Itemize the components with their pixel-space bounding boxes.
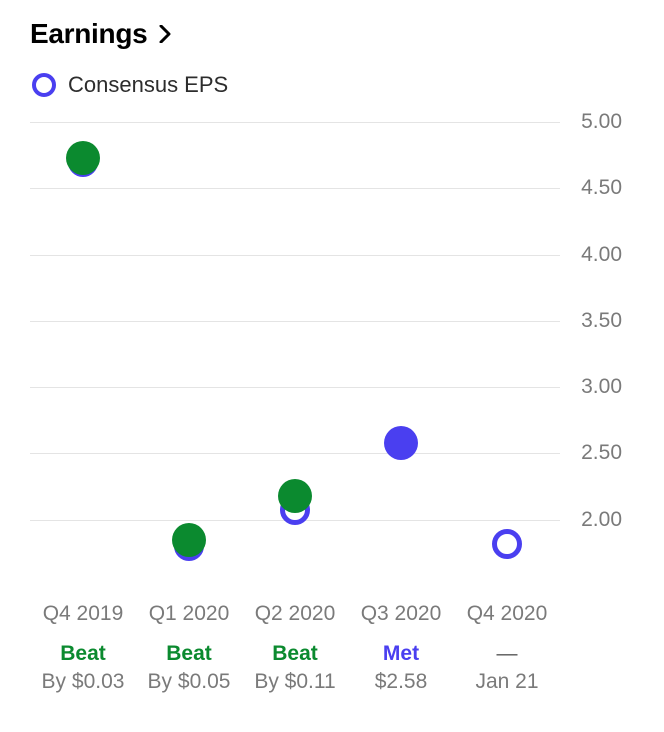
y-tick-label: 4.00 [581,243,622,267]
actual-point [172,523,206,557]
period-label: Q4 2019 [30,602,136,626]
gridline [30,453,560,454]
period-label: Q3 2020 [348,602,454,626]
gridline [30,387,560,388]
y-tick-label: 5.00 [581,110,622,134]
period-label: Q1 2020 [136,602,242,626]
status-detail: By $0.03 [30,670,136,694]
x-axis-column: Q4 2019 Beat By $0.03 [30,602,136,694]
actual-point [384,426,418,460]
gridline [30,188,560,189]
status-label: Beat [242,642,348,666]
legend-label: Consensus EPS [68,72,228,98]
earnings-header[interactable]: Earnings [30,18,634,50]
y-tick-label: 2.00 [581,508,622,532]
status-detail: By $0.05 [136,670,242,694]
status-label: Beat [136,642,242,666]
x-axis-column: Q3 2020 Met $2.58 [348,602,454,694]
gridline [30,255,560,256]
period-label: Q2 2020 [242,602,348,626]
actual-point [278,479,312,513]
chevron-right-icon [159,25,171,43]
gridline [30,122,560,123]
period-label: Q4 2020 [454,602,560,626]
y-tick-label: 4.50 [581,176,622,200]
status-detail: $2.58 [348,670,454,694]
y-tick-label: 3.00 [581,375,622,399]
consensus-point [492,529,522,559]
legend-marker-icon [32,73,56,97]
earnings-chart: Q4 2019BeatBy $0.03Q1 2020BeatBy $0.05Q2… [30,122,634,586]
actual-point [66,141,100,175]
x-axis-column: Q4 2020 — Jan 21 [454,602,560,694]
status-label: — [454,642,560,666]
status-detail: By $0.11 [242,670,348,694]
x-axis-column: Q1 2020 Beat By $0.05 [136,602,242,694]
legend: Consensus EPS [30,72,634,98]
status-label: Met [348,642,454,666]
status-detail: Jan 21 [454,670,560,694]
section-title: Earnings [30,18,147,50]
y-tick-label: 2.50 [581,441,622,465]
gridline [30,321,560,322]
x-axis-labels: Q4 2019BeatBy $0.03Q1 2020BeatBy $0.05Q2… [30,602,560,694]
status-label: Beat [30,642,136,666]
y-tick-label: 3.50 [581,309,622,333]
x-axis-column: Q2 2020 Beat By $0.11 [242,602,348,694]
